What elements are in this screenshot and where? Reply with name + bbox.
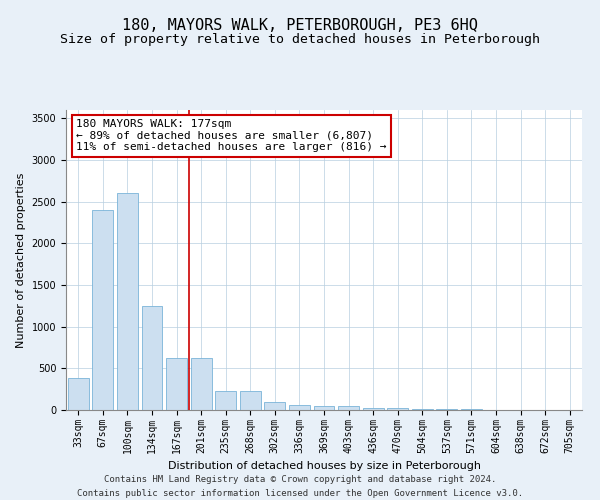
Bar [191,358,212,410]
Bar [387,408,408,410]
Y-axis label: Number of detached properties: Number of detached properties [16,172,26,348]
Bar [314,406,334,410]
Bar [68,378,89,410]
Bar [338,406,359,410]
Bar [166,358,187,410]
Bar [436,409,457,410]
Bar [240,391,261,410]
Bar [362,408,383,410]
Text: 180 MAYORS WALK: 177sqm
← 89% of detached houses are smaller (6,807)
11% of semi: 180 MAYORS WALK: 177sqm ← 89% of detache… [76,119,387,152]
Text: 180, MAYORS WALK, PETERBOROUGH, PE3 6HQ: 180, MAYORS WALK, PETERBOROUGH, PE3 6HQ [122,18,478,32]
Bar [215,391,236,410]
Bar [265,402,286,410]
X-axis label: Distribution of detached houses by size in Peterborough: Distribution of detached houses by size … [167,461,481,471]
Bar [142,306,163,410]
Bar [412,409,433,410]
Text: Contains HM Land Registry data © Crown copyright and database right 2024.
Contai: Contains HM Land Registry data © Crown c… [77,476,523,498]
Text: Size of property relative to detached houses in Peterborough: Size of property relative to detached ho… [60,32,540,46]
Bar [92,210,113,410]
Bar [289,405,310,410]
Bar [117,194,138,410]
